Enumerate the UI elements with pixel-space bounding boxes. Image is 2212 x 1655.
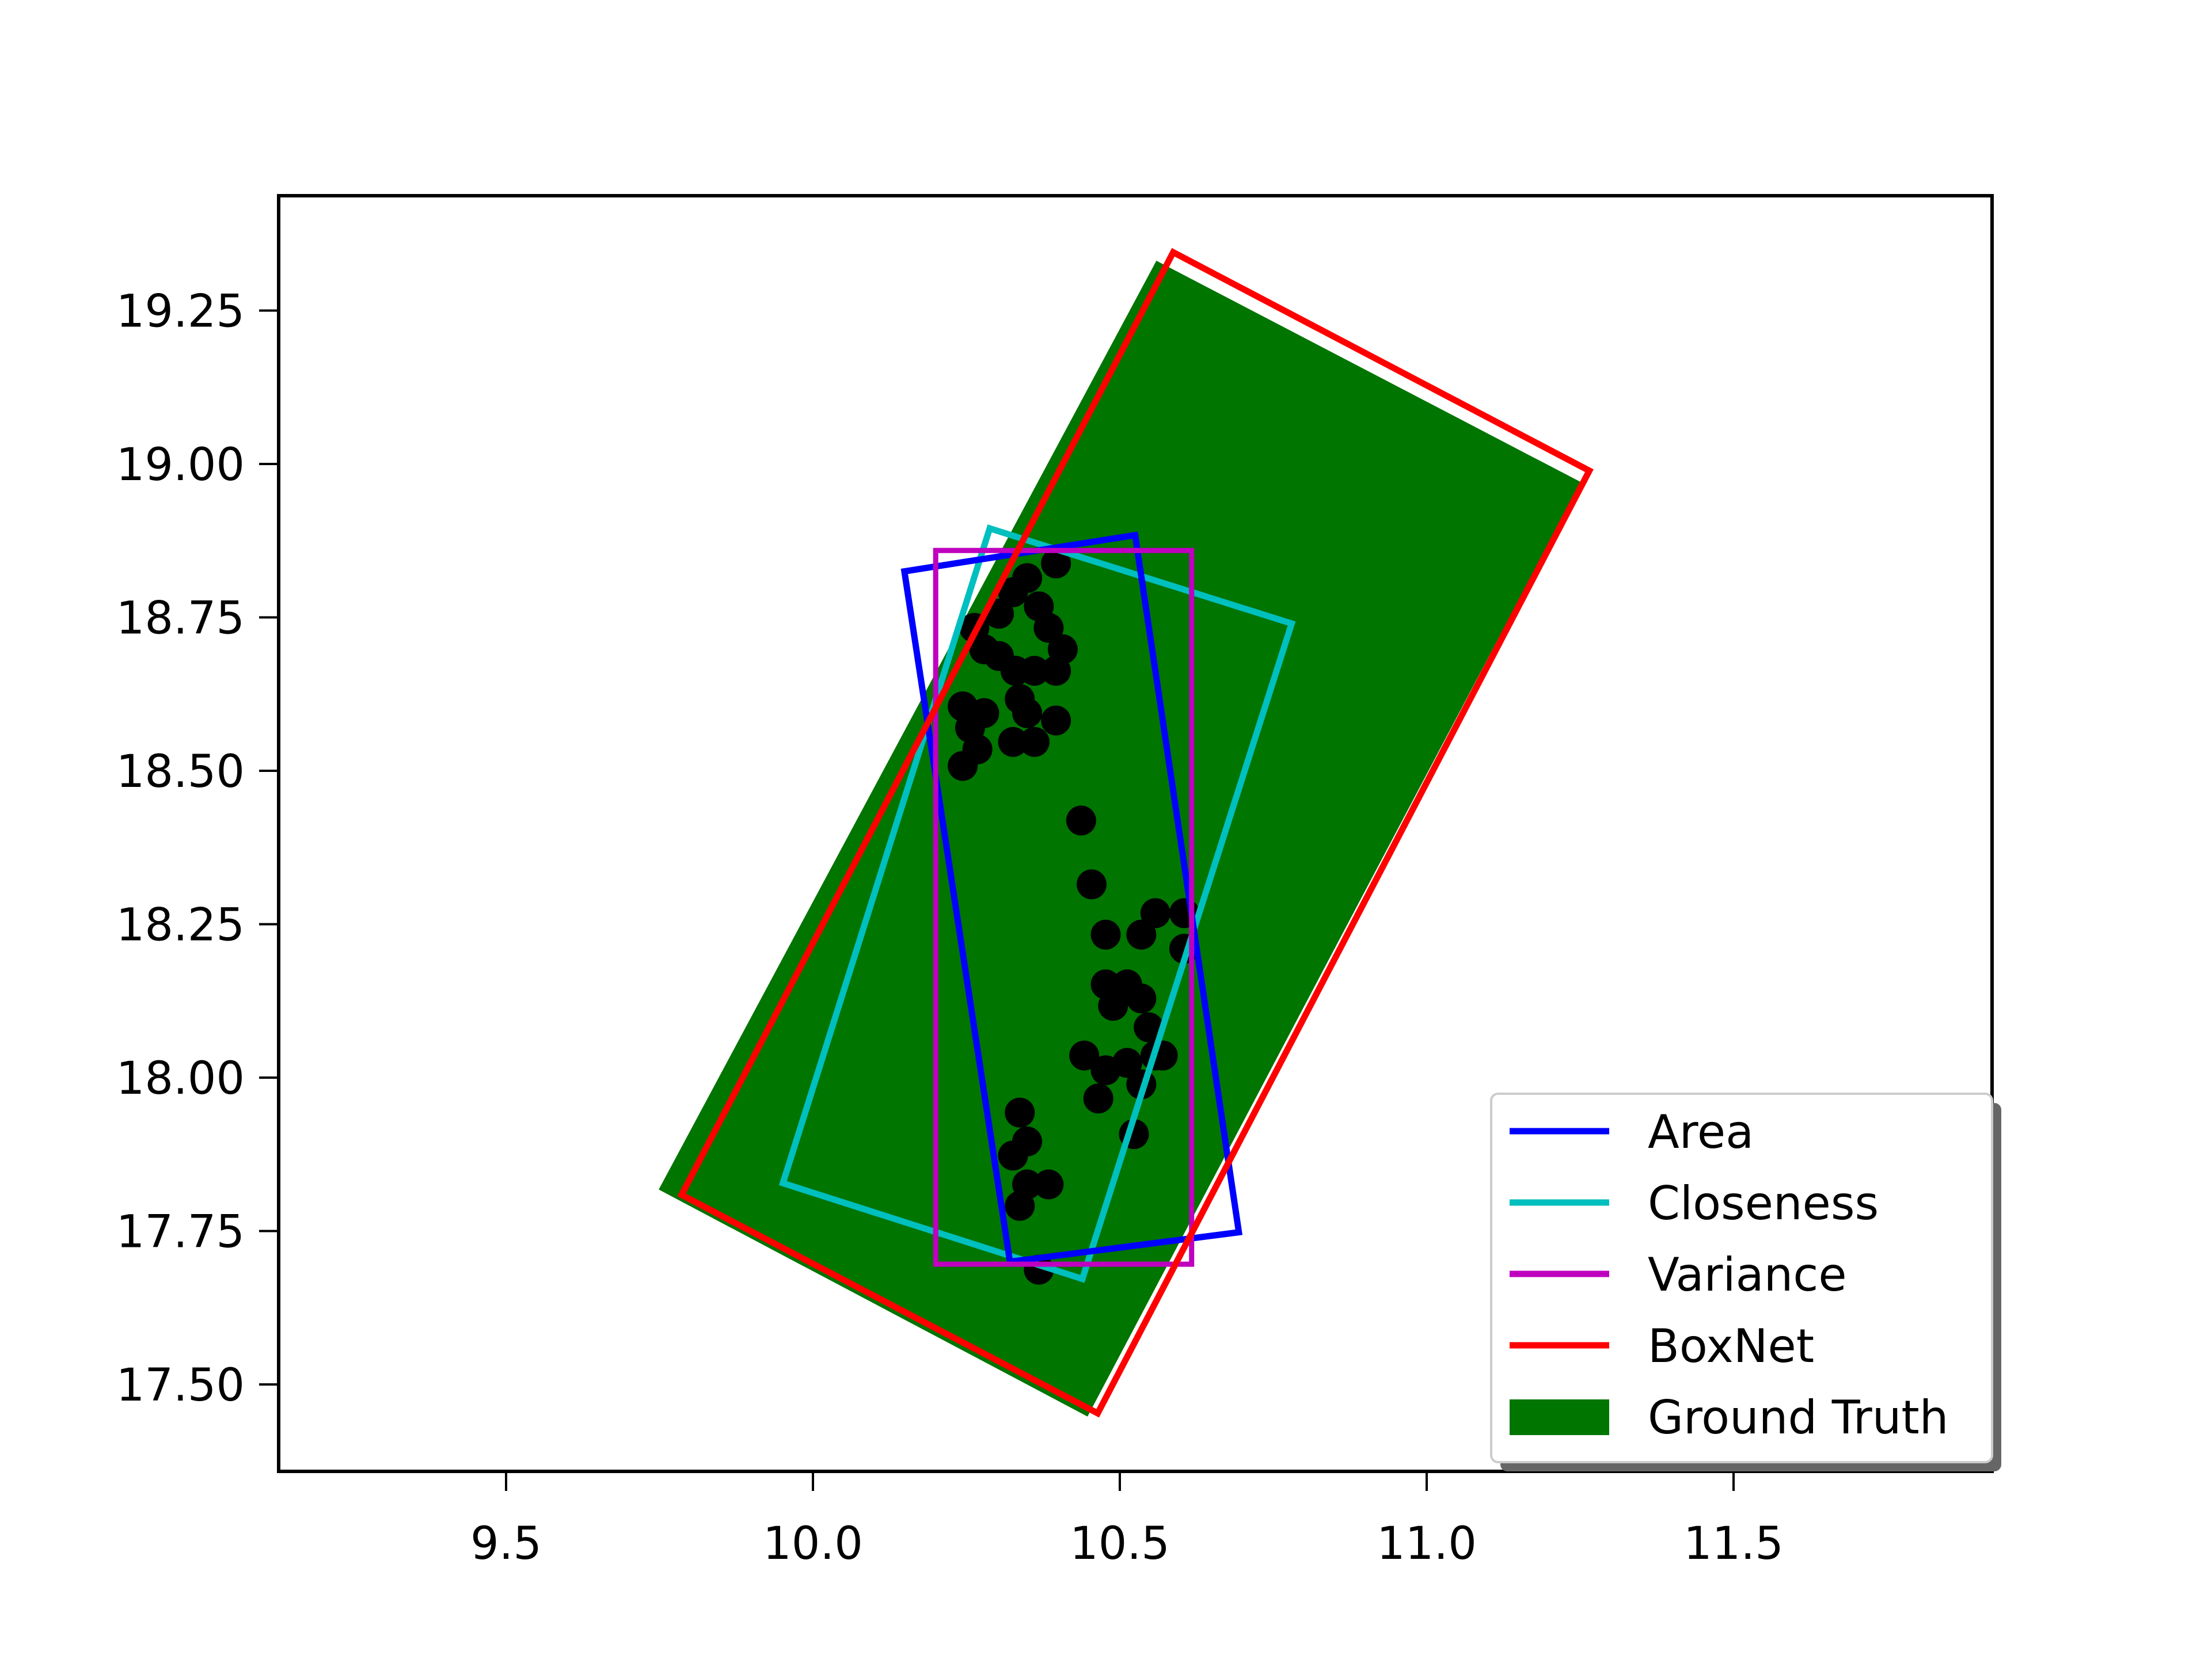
data-point [1005,1190,1035,1221]
legend-label: Ground Truth [1648,1391,1948,1444]
legend-item-ground-truth: Ground Truth [1510,1391,1948,1444]
data-point [1041,705,1071,736]
data-point [1033,612,1064,643]
data-point [1012,698,1043,728]
variance-box [933,547,1195,1267]
y-tick-label: 18.25 [116,900,245,952]
data-point [1076,869,1107,900]
x-tick-label: 10.0 [763,1518,863,1570]
y-tick-label: 18.50 [116,746,245,798]
legend-item-closeness: Closeness [1510,1177,1879,1230]
data-point [1112,1048,1142,1078]
data-point [948,751,978,781]
legend-box [1490,1093,1993,1463]
plot-area [659,248,1594,1418]
data-point [998,726,1028,757]
legend-label: Variance [1648,1248,1847,1302]
y-tick-label: 19.25 [116,286,245,338]
legend: Area Closeness Variance BoxNet Ground Truth [1490,1093,2001,1471]
legend-label: BoxNet [1648,1319,1814,1373]
x-axis: 9.5 10.0 10.5 11.0 11.5 [470,1471,1784,1570]
legend-label: Area [1648,1105,1754,1159]
y-tick-label: 17.75 [116,1207,245,1258]
data-point [1033,1169,1064,1200]
y-tick-label: 19.00 [116,439,245,491]
legend-label: Closeness [1648,1177,1879,1230]
data-point [1041,548,1071,579]
y-tick-label: 17.50 [116,1360,245,1411]
data-point [1126,983,1157,1014]
data-point [998,1140,1028,1171]
data-point [1098,991,1128,1021]
ground-truth-polygon [659,260,1581,1417]
x-tick-label: 11.0 [1377,1518,1477,1570]
x-tick-label: 9.5 [470,1518,542,1570]
legend-swatch [1510,1399,1609,1435]
data-point [983,641,1014,671]
data-point [1140,898,1170,929]
x-tick-label: 11.5 [1683,1518,1784,1570]
legend-item-variance: Variance [1510,1248,1847,1302]
data-point [1005,1097,1035,1128]
data-point [1066,805,1096,836]
legend-item-area: Area [1510,1105,1754,1159]
data-point [1126,919,1157,950]
boxnet-box [677,248,1594,1418]
area-box [900,531,1243,1265]
data-point [1083,1083,1113,1114]
data-point [1069,1040,1100,1071]
x-tick-label: 10.5 [1070,1518,1170,1570]
data-point [1041,656,1071,686]
data-point [1090,919,1121,950]
y-tick-label: 18.75 [116,593,245,645]
data-point [1134,1012,1164,1043]
legend-item-boxnet: BoxNet [1510,1319,1814,1373]
data-point [1012,563,1043,593]
data-point [969,698,999,728]
axes-frame [277,194,1994,1473]
y-tick-label: 18.00 [116,1053,245,1105]
y-axis: 17.50 17.75 18.00 18.25 18.50 18.75 19.00 19.25 [116,286,279,1411]
data-point [1019,726,1050,757]
